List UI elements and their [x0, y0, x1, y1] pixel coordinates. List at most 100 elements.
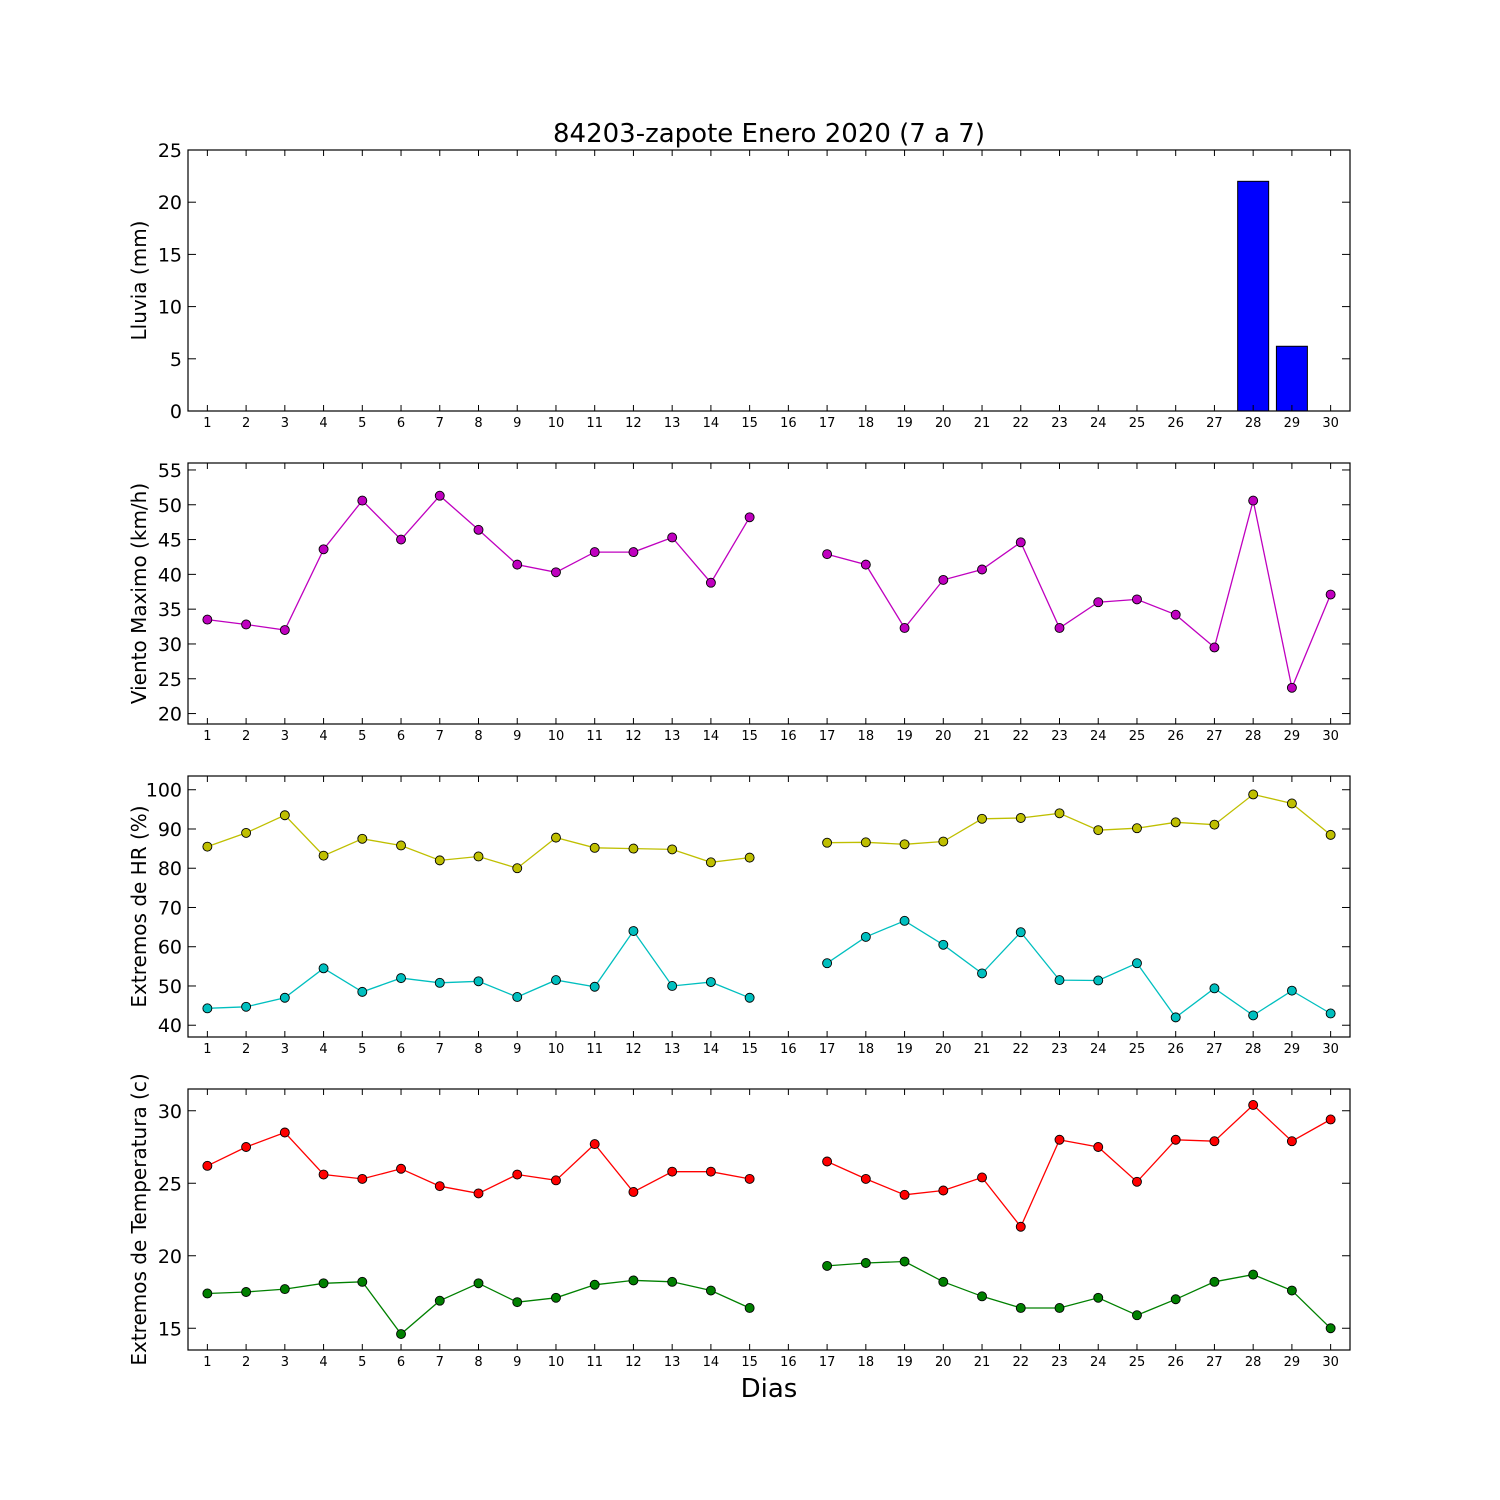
- series-1-point-day-28: [1248, 495, 1259, 506]
- series-1-point-day-8: [473, 851, 484, 862]
- y-tick-label: 80: [158, 858, 182, 880]
- x-tick-label: 4: [319, 729, 327, 744]
- subplots: 1 2 3 4 5 6 7 8 9 10 11 12 13 14 15 16 17 18 19 20 21 22 23 24 2…: [127, 140, 1351, 1370]
- series-2-point-day-19: [899, 1256, 910, 1267]
- series-1-point-day-25: [1132, 823, 1142, 834]
- series-2-point-day-14: [705, 977, 716, 988]
- series-2-point-day-4: [318, 963, 329, 974]
- y-tick-label: 50: [158, 495, 182, 517]
- x-tick-label: 12: [625, 1042, 642, 1057]
- series-1-point-day-5: [357, 833, 368, 844]
- x-tick-label: 17: [819, 1042, 836, 1057]
- series-2-point-day-25: [1132, 1310, 1142, 1321]
- x-tick-label: 30: [1322, 416, 1339, 431]
- x-tick-label: 4: [319, 1355, 327, 1370]
- x-tick-label: 30: [1322, 1042, 1339, 1057]
- series-2-point-day-10: [551, 1292, 561, 1303]
- series-1-point-day-20: [938, 836, 949, 847]
- x-tick-label: 25: [1129, 1042, 1146, 1057]
- series-1-point-day-26: [1170, 817, 1181, 828]
- x-tick-label: 21: [974, 1355, 991, 1370]
- series-2-point-day-13: [667, 981, 678, 991]
- series-1-line-segment-2: [827, 793, 1332, 845]
- series-1-line-segment-2: [826, 1104, 1331, 1229]
- x-tick-label: 20: [935, 1042, 952, 1057]
- series-1-point-day-21: [977, 564, 987, 575]
- series-1-point-day-18: [860, 837, 871, 848]
- y-tick-label: 60: [158, 937, 182, 959]
- series-1-point-day-7: [434, 490, 445, 501]
- series-2-point-day-6: [396, 973, 406, 984]
- x-tick-label: 29: [1284, 416, 1301, 431]
- x-tick-label: 23: [1051, 416, 1068, 431]
- x-tick-label: 22: [1012, 1042, 1029, 1057]
- x-tick-label: 25: [1129, 1355, 1146, 1370]
- x-tick-label: 8: [474, 1355, 482, 1370]
- series-1-point-day-12: [628, 1186, 639, 1197]
- x-axis-label: Dias: [741, 1374, 798, 1404]
- series-1-point-day-3: [279, 625, 290, 635]
- x-tick-label: 19: [896, 416, 913, 431]
- series-2-point-day-2: [241, 1287, 252, 1297]
- series-2-point-day-23: [1054, 1302, 1065, 1313]
- x-tick-label: 20: [935, 729, 952, 744]
- x-tick-label: 11: [586, 1355, 603, 1370]
- series-2-point-day-19: [899, 915, 910, 926]
- series-1-point-day-8: [473, 524, 484, 535]
- y-tick-label: 45: [158, 530, 182, 552]
- x-tick-label: 12: [625, 1355, 642, 1370]
- x-tick-label: 16: [780, 729, 797, 744]
- x-tick-label: 2: [242, 729, 250, 744]
- y-tick-label: 40: [158, 564, 182, 586]
- series-2-point-day-17: [822, 1260, 833, 1271]
- x-tick-label: 14: [703, 1042, 720, 1057]
- x-tick-label: 27: [1206, 1042, 1223, 1057]
- series-1-point-day-4: [318, 1169, 329, 1180]
- x-tick-label: 14: [703, 416, 720, 431]
- x-tick-label: 29: [1284, 729, 1301, 744]
- series-2-point-day-6: [396, 1329, 406, 1340]
- x-tick-label: 5: [358, 1042, 366, 1057]
- series-1-point-day-3: [279, 810, 290, 821]
- series-1-point-day-6: [396, 534, 406, 545]
- series-2-point-day-28: [1248, 1010, 1259, 1021]
- x-tick-label: 11: [586, 416, 603, 431]
- series-1-point-day-11: [589, 842, 600, 853]
- y-tick-label: 20: [158, 704, 182, 726]
- x-tick-label: 1: [203, 416, 211, 431]
- x-tick-label: 11: [586, 729, 603, 744]
- series-1-point-day-15: [744, 852, 755, 863]
- series-1-point-day-10: [551, 832, 561, 843]
- x-tick-label: 29: [1284, 1042, 1301, 1057]
- series-2-point-day-20: [938, 939, 949, 950]
- x-tick-label: 22: [1012, 1355, 1029, 1370]
- series-1-point-day-1: [202, 1160, 213, 1171]
- series-1-point-day-2: [241, 827, 252, 838]
- series-2-line-segment-2: [827, 1260, 1332, 1329]
- series-1-point-day-26: [1170, 609, 1181, 620]
- series-1-point-day-24: [1093, 597, 1104, 608]
- x-tick-label: 15: [741, 729, 758, 744]
- x-tick-label: 23: [1051, 1355, 1068, 1370]
- series-1-point-day-19: [899, 839, 910, 850]
- x-tick-label: 16: [780, 416, 797, 431]
- x-tick-label: 21: [974, 729, 991, 744]
- x-tick-label: 8: [474, 1042, 482, 1057]
- x-tick-label: 17: [819, 729, 836, 744]
- x-tick-label: 10: [548, 1355, 565, 1370]
- series-1-point-day-6: [396, 840, 406, 851]
- x-tick-label: 19: [896, 1355, 913, 1370]
- x-tick-label: 4: [319, 416, 327, 431]
- series-2-point-day-1: [202, 1003, 213, 1014]
- x-tick-label: 6: [397, 729, 405, 744]
- x-tick-label: 28: [1245, 729, 1262, 744]
- series-1-point-day-29: [1286, 682, 1297, 693]
- x-tick-label: 18: [858, 1355, 875, 1370]
- series-1-point-day-22: [1015, 537, 1026, 548]
- y-tick-label: 90: [158, 819, 182, 841]
- series-2-point-day-12: [628, 926, 639, 936]
- series-1-point-day-10: [551, 1175, 561, 1186]
- series-1-line-segment-1: [207, 1131, 750, 1195]
- series-1-point-day-20: [938, 1185, 949, 1196]
- series-1-point-day-29: [1286, 798, 1297, 809]
